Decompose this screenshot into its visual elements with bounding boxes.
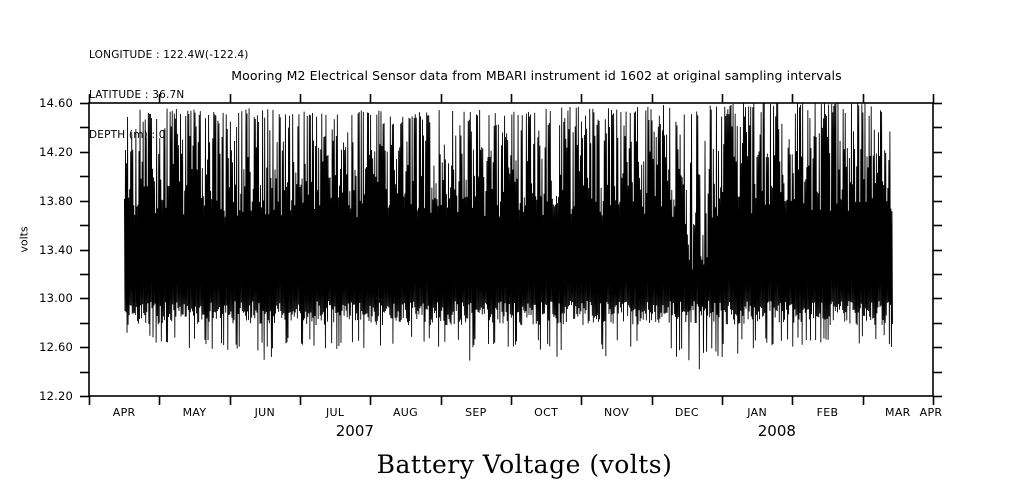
metadata-block: LONGITUDE : 122.4W(-122.4) LATITUDE : 36… [89,22,249,156]
x-tick-label: APR [919,406,943,419]
x-tick-label: MAR [885,406,911,419]
chart-title-text: Mooring M2 Electrical Sensor data from M… [231,68,842,83]
x-tick-label: APR [112,406,136,419]
x-tick-label: JAN [747,406,768,419]
y-tick-label: 13.40 [39,242,73,257]
x-tick-label: MAY [182,406,207,419]
latitude-text: LATITUDE : 36.7N [89,89,185,102]
x-tick-label: DEC [674,406,699,419]
x-tick-label: OCT [534,406,559,419]
x-tick-label: SEP [465,406,487,419]
x-tick-label: NOV [603,406,630,419]
y-tick-label: 12.20 [39,389,73,403]
x-tick-label: JUL [325,406,345,419]
voltage-trace [124,102,893,370]
y-tick-label: 14.60 [39,96,73,110]
y-tick-label: 13.00 [39,291,73,306]
chart-caption: Battery Voltage (volts) [0,450,1009,479]
x-tick-label: AUG [392,406,418,419]
year-label: 2007 [335,422,374,440]
y-tick-label: 12.60 [39,340,73,355]
longitude-text: LONGITUDE : 122.4W(-122.4) [89,48,249,61]
chart-title: Mooring M2 Electrical Sensor data from M… [0,68,1009,83]
year-label: 2008 [757,422,796,440]
y-tick-label: 13.80 [39,193,73,208]
y-tick-label: 14.20 [39,144,73,159]
x-tick-label: JUN [254,406,276,419]
chart-caption-text: Battery Voltage (volts) [376,450,673,479]
x-tick-label: FEB [816,406,839,419]
